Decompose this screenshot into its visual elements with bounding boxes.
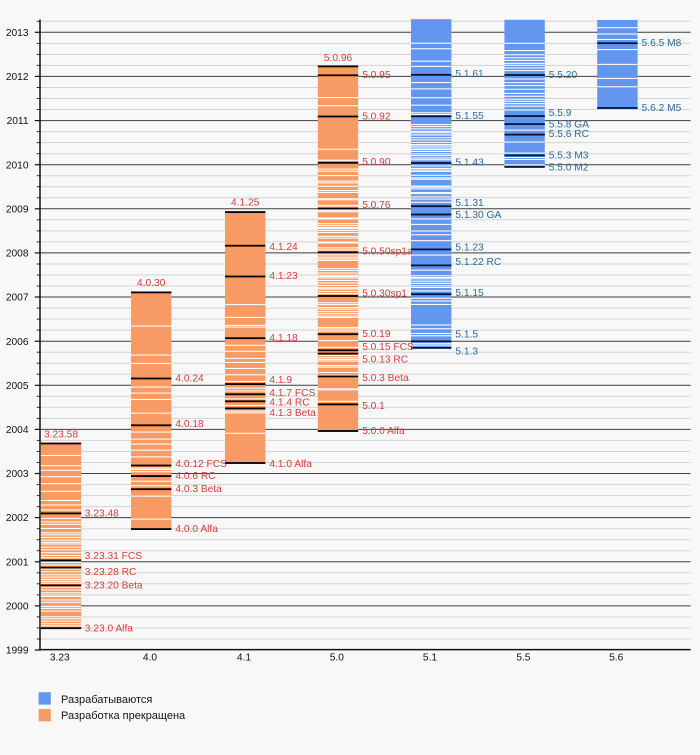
svg-text:5.1.55: 5.1.55 (455, 111, 484, 122)
svg-text:5.5: 5.5 (516, 653, 530, 664)
svg-text:4.1.25: 4.1.25 (231, 198, 260, 209)
svg-text:2008: 2008 (6, 249, 29, 260)
svg-text:4.1.4 RC: 4.1.4 RC (269, 398, 309, 409)
svg-text:5.0.19: 5.0.19 (362, 329, 391, 340)
svg-text:Разрабатываются: Разрабатываются (61, 694, 152, 706)
svg-text:5.1.22 RC: 5.1.22 RC (455, 257, 501, 268)
svg-text:4.1.7 FCS: 4.1.7 FCS (269, 388, 315, 399)
svg-text:2007: 2007 (6, 293, 29, 304)
svg-text:5.0.90: 5.0.90 (362, 157, 391, 168)
svg-text:5.0.1: 5.0.1 (362, 401, 385, 412)
svg-text:5.0.13 RC: 5.0.13 RC (362, 355, 408, 366)
svg-text:2004: 2004 (6, 425, 29, 436)
svg-text:5.1.43: 5.1.43 (455, 157, 484, 168)
svg-text:5.1.23: 5.1.23 (455, 243, 484, 254)
svg-text:5.1: 5.1 (423, 653, 437, 664)
svg-text:4.0.0 Alfa: 4.0.0 Alfa (175, 524, 218, 535)
svg-text:5.5.20: 5.5.20 (549, 70, 578, 81)
svg-text:5.5.8 GA: 5.5.8 GA (549, 119, 589, 130)
svg-text:1999: 1999 (6, 646, 29, 657)
svg-text:4.1.24: 4.1.24 (269, 242, 298, 253)
svg-text:5.6.2 M5: 5.6.2 M5 (642, 103, 682, 114)
svg-text:4.0.3 Beta: 4.0.3 Beta (175, 484, 222, 495)
svg-text:3.23: 3.23 (50, 653, 70, 664)
svg-text:5.1.31: 5.1.31 (455, 198, 484, 209)
svg-text:5.6: 5.6 (609, 653, 623, 664)
svg-text:5.1.5: 5.1.5 (455, 330, 478, 341)
svg-text:4.1.3 Beta: 4.1.3 Beta (269, 408, 316, 419)
svg-text:3.23.48: 3.23.48 (85, 508, 119, 519)
svg-text:2013: 2013 (6, 28, 29, 39)
svg-text:2009: 2009 (6, 204, 29, 215)
svg-text:4.1: 4.1 (237, 653, 251, 664)
svg-text:4.1.9: 4.1.9 (269, 375, 292, 386)
svg-text:5.0.76: 5.0.76 (362, 200, 391, 211)
svg-text:5.5.3 M3: 5.5.3 M3 (549, 150, 589, 161)
svg-text:5.6.5 M8: 5.6.5 M8 (642, 38, 682, 49)
svg-text:4.0.30: 4.0.30 (137, 278, 166, 289)
svg-text:4.0.6 RC: 4.0.6 RC (175, 471, 215, 482)
svg-text:4.1.0 Alfa: 4.1.0 Alfa (269, 459, 312, 470)
svg-text:5.1.61: 5.1.61 (455, 69, 484, 80)
svg-text:3.23.58: 3.23.58 (44, 429, 78, 440)
svg-text:5.0.0 Alfa: 5.0.0 Alfa (362, 426, 405, 437)
svg-text:3.23.0 Alfa: 3.23.0 Alfa (85, 624, 133, 635)
svg-text:5.0.15 FCS: 5.0.15 FCS (362, 342, 414, 353)
svg-text:2011: 2011 (7, 116, 29, 127)
svg-text:4.1.18: 4.1.18 (269, 333, 298, 344)
svg-text:5.1.15: 5.1.15 (455, 288, 484, 299)
svg-text:5.1.3: 5.1.3 (455, 346, 478, 357)
svg-text:2006: 2006 (6, 337, 29, 348)
svg-text:2000: 2000 (6, 602, 29, 613)
svg-text:5.0.3 Beta: 5.0.3 Beta (362, 373, 409, 384)
svg-text:5.0: 5.0 (330, 653, 344, 664)
svg-text:2005: 2005 (6, 381, 29, 392)
svg-text:2010: 2010 (6, 160, 29, 171)
svg-text:5.0.50sp1a: 5.0.50sp1a (362, 247, 413, 258)
svg-text:3.23.20 Beta: 3.23.20 Beta (85, 580, 143, 591)
svg-text:3.23.31 FCS: 3.23.31 FCS (85, 551, 142, 562)
svg-text:4.0.24: 4.0.24 (175, 374, 204, 385)
svg-text:4.0.18: 4.0.18 (175, 419, 204, 430)
svg-text:5.1.30 GA: 5.1.30 GA (455, 210, 501, 221)
svg-text:5.0.95: 5.0.95 (362, 70, 391, 81)
svg-text:2003: 2003 (6, 469, 29, 480)
svg-text:4.0.12 FCS: 4.0.12 FCS (175, 459, 227, 470)
svg-text:5.5.0 M2: 5.5.0 M2 (549, 162, 589, 173)
svg-text:5.0.30sp1: 5.0.30sp1 (362, 289, 407, 300)
svg-text:2002: 2002 (6, 513, 29, 524)
svg-text:2001: 2001 (6, 557, 29, 568)
svg-text:5.5.9: 5.5.9 (549, 108, 572, 119)
svg-text:5.5.6 RC: 5.5.6 RC (549, 129, 589, 140)
svg-text:4.0: 4.0 (143, 653, 157, 664)
svg-text:2012: 2012 (6, 72, 29, 83)
svg-text:3.23.28 RC: 3.23.28 RC (85, 567, 137, 578)
svg-text:5.0.96: 5.0.96 (324, 53, 353, 64)
svg-text:4.1.23: 4.1.23 (269, 271, 298, 282)
svg-text:Разработка прекращена: Разработка прекращена (61, 710, 186, 722)
svg-text:5.0.92: 5.0.92 (362, 112, 391, 123)
